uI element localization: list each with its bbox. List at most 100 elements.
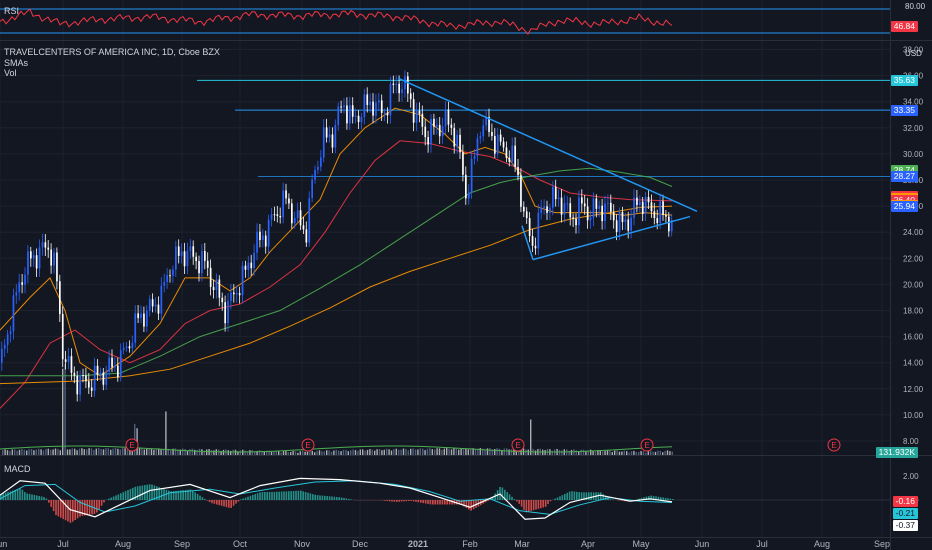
macd-histogram-bar (33, 494, 36, 500)
volume-bar (30, 449, 33, 455)
volume-bar (138, 448, 141, 455)
candle-body (508, 157, 511, 162)
macd-histogram-bar (300, 490, 302, 500)
earnings-marker[interactable]: E (511, 438, 525, 452)
earnings-marker-label: E (644, 441, 649, 450)
candle-body (598, 205, 601, 209)
candle-body (607, 202, 609, 204)
volume-bar (434, 449, 436, 455)
macd-histogram-bar (177, 490, 180, 500)
volume-bar (369, 449, 371, 455)
volume-bar (66, 449, 69, 455)
macd-histogram-bar (62, 500, 64, 519)
vol-indicator-label[interactable]: Vol (4, 68, 17, 78)
macd-histogram-bar (338, 497, 340, 500)
volume-bar (587, 450, 589, 455)
candle-body (125, 346, 128, 348)
candle-body (212, 286, 215, 291)
candle-body (322, 127, 325, 158)
volume-bar (326, 450, 328, 455)
volume-bar (498, 448, 501, 455)
x-tick-label: Sep (874, 539, 890, 549)
volume-bar (388, 449, 390, 455)
macd-histogram-bar (28, 493, 31, 500)
candle-body (476, 138, 479, 156)
candle-body (372, 101, 374, 116)
volume-bar (210, 449, 213, 455)
candle-body (563, 203, 566, 215)
smas-indicator-label[interactable]: SMAs (4, 58, 29, 68)
volume-bar (364, 450, 366, 455)
volume-bar (609, 450, 611, 455)
candle-body (53, 252, 55, 266)
candle-body (427, 137, 429, 145)
macd-histogram-bar (26, 493, 28, 500)
macd-histogram-bar (165, 489, 168, 500)
volume-bar (518, 450, 520, 455)
volume-bar (318, 450, 321, 455)
earnings-marker-label: E (515, 441, 520, 450)
macd-histogram-bar (7, 492, 9, 500)
macd-histogram-bar (19, 488, 21, 500)
candle-body (424, 126, 427, 138)
volume-bar (62, 368, 64, 455)
candle-body (534, 245, 537, 249)
macd-pane (0, 477, 890, 523)
candle-body (334, 124, 337, 148)
macd-label[interactable]: MACD (4, 464, 31, 474)
macd-histogram-bar (98, 500, 100, 510)
macd-histogram-bar (216, 500, 218, 505)
symbol-title[interactable]: TRAVELCENTERS OF AMERICA INC, 1D, Cboe B… (4, 47, 220, 57)
macd-histogram-bar (307, 492, 309, 500)
volume-bar (417, 449, 419, 455)
volume-bar (345, 449, 347, 455)
macd-histogram-bar (470, 500, 472, 511)
volume-bar (645, 452, 647, 455)
macd-histogram-bar (271, 491, 273, 500)
macd-histogram-bar (585, 492, 588, 500)
volume-bar (213, 450, 215, 455)
currency-label: USD (905, 49, 922, 58)
candle-body (160, 285, 163, 314)
volume-bar (419, 448, 421, 455)
candle-body (285, 190, 287, 199)
volume-bar (338, 450, 340, 455)
volume-bar (206, 449, 208, 455)
candle-body (288, 198, 290, 204)
candle-body (154, 304, 157, 307)
earnings-marker[interactable]: E (301, 438, 315, 452)
candle-body (479, 136, 482, 139)
volume-bar (14, 449, 16, 455)
y-tick-label: 34.00 (903, 98, 924, 107)
candle-body (433, 118, 435, 127)
candle-body (67, 356, 70, 362)
macd-histogram-bar (16, 489, 19, 500)
earnings-marker[interactable]: E (640, 438, 654, 452)
macd-histogram-bar (285, 491, 288, 500)
volume-bar (561, 450, 563, 455)
volume-bar (268, 450, 270, 455)
volume-bar (150, 448, 153, 455)
volume-bar (647, 451, 649, 455)
macd-histogram-bar (192, 490, 194, 500)
macd-histogram-bar (230, 500, 232, 508)
macd-histogram-bar (235, 500, 237, 504)
volume-bar (357, 450, 359, 455)
trendlines[interactable] (397, 77, 698, 261)
candle-body (592, 198, 595, 218)
candle-body (618, 211, 621, 232)
volume-bar (602, 451, 604, 455)
volume-bar (412, 448, 414, 455)
volume-bar (114, 448, 117, 455)
volume-bar (90, 448, 93, 455)
volume-bar (321, 451, 323, 455)
macd-histogram-bar (122, 492, 124, 500)
earnings-marker[interactable]: E (827, 438, 841, 452)
candle-body (552, 186, 554, 208)
macd-histogram-bar (266, 491, 268, 500)
earnings-marker[interactable]: E (125, 438, 139, 452)
candle-body (375, 102, 377, 116)
volume-bar (390, 450, 393, 455)
